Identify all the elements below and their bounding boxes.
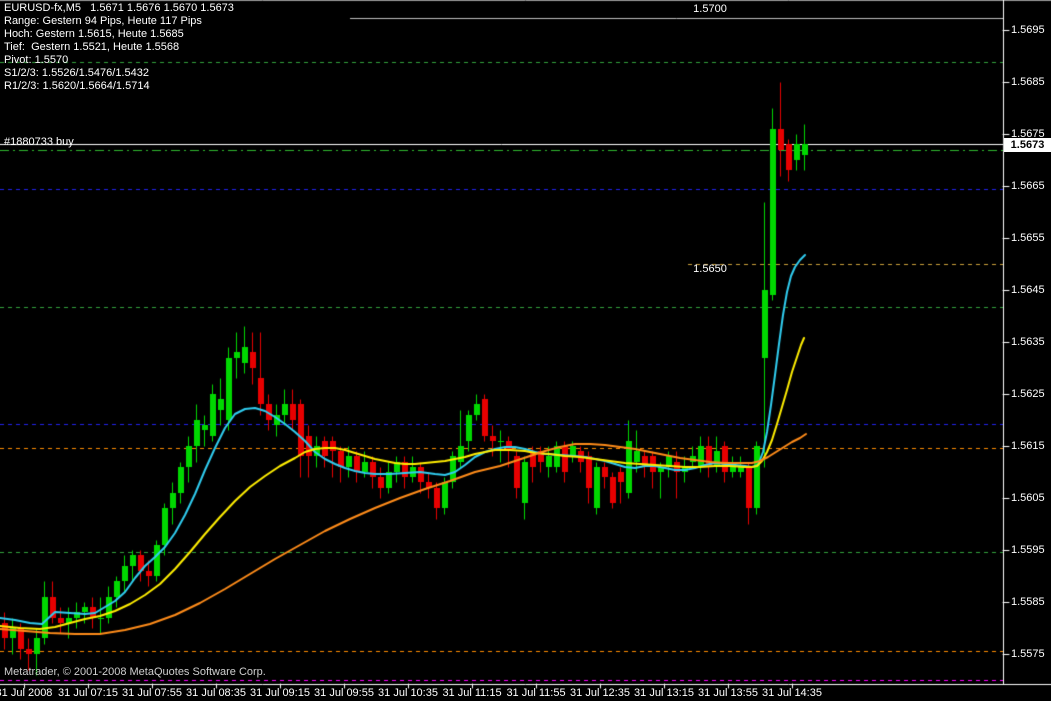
time-axis-label: 31 Jul 09:15 [250,687,310,699]
price-axis-label: 1.5665 [1011,180,1045,192]
time-axis-label: 31 Jul 09:55 [314,687,374,699]
price-axis-label: 1.5595 [1011,544,1045,556]
time-axis-label: 31 Jul 13:55 [698,687,758,699]
range-line: Range: Gestern 94 Pips, Heute 117 Pips [4,15,202,27]
time-axis-label: 31 Jul 14:35 [762,687,822,699]
time-axis-label: 31 Jul 07:15 [58,687,118,699]
round-level-label-15650: 1.5650 [693,263,727,275]
price-axis-label: 1.5655 [1011,232,1045,244]
price-axis-label: 1.5685 [1011,76,1045,88]
symbol-ohlc-line: EURUSD-fx,M5 1.5671 1.5676 1.5670 1.5673 [4,2,234,14]
price-axis-label: 1.5675 [1011,128,1045,140]
price-axis-label: 1.5625 [1011,388,1045,400]
price-axis-label: 1.5635 [1011,336,1045,348]
time-axis-label: 31 Jul 13:15 [634,687,694,699]
price-axis-label: 1.5695 [1011,24,1045,36]
time-axis-label: 31 Jul 07:55 [122,687,182,699]
time-axis-label: 31 Jul 2008 [0,687,53,699]
high-line: Hoch: Gestern 1.5615, Heute 1.5685 [4,28,184,40]
time-axis-label: 31 Jul 11:15 [442,687,502,699]
price-axis-label: 1.5645 [1011,284,1045,296]
time-axis-label: 31 Jul 08:35 [186,687,246,699]
time-axis-label: 31 Jul 12:35 [570,687,630,699]
symbol-info-panel: EURUSD-fx,M5 1.5671 1.5676 1.5670 1.5673… [4,2,234,93]
price-axis-label: 1.5605 [1011,492,1045,504]
price-axis-label: 1.5585 [1011,596,1045,608]
time-axis-label: 31 Jul 11:55 [506,687,566,699]
open-order-label[interactable]: #1880733 buy [4,136,74,148]
time-axis-label: 31 Jul 10:35 [378,687,438,699]
low-line: Tief: Gestern 1.5521, Heute 1.5568 [4,41,180,53]
pivot-line: Pivot: 1.5570 [4,54,69,66]
price-axis-label: 1.5575 [1011,648,1045,660]
metaquotes-watermark: Metatrader, © 2001-2008 MetaQuotes Softw… [4,666,266,678]
price-axis-label: 1.5615 [1011,440,1045,452]
resistance-levels-line: R1/2/3: 1.5620/1.5664/1.5714 [4,80,150,92]
current-price-badge: 1.5673 [1004,138,1051,152]
round-level-label-15700: 1.5700 [693,3,727,15]
support-levels-line: S1/2/3: 1.5526/1.5476/1.5432 [4,67,149,79]
